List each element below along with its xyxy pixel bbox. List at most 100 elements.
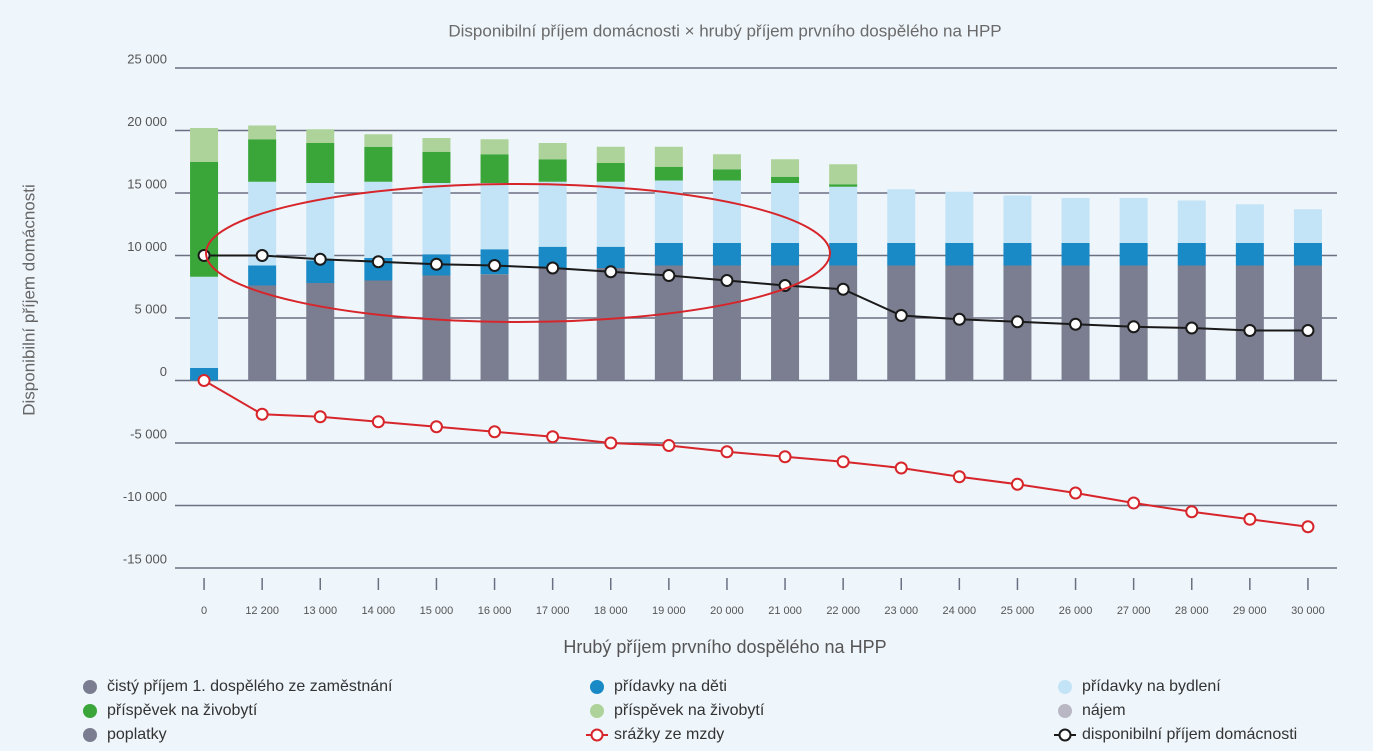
line-marker xyxy=(546,261,560,275)
bar-segment xyxy=(771,183,800,243)
bar-segment xyxy=(190,276,219,368)
line-marker xyxy=(836,282,850,296)
bar-segment xyxy=(712,169,741,181)
line-marker xyxy=(894,461,908,475)
y-tick-label: -10 000 xyxy=(123,489,167,504)
y-tick-label: 0 xyxy=(160,364,167,379)
bar-segment xyxy=(1293,265,1322,381)
line-marker xyxy=(1243,324,1257,337)
bar-segment xyxy=(1061,243,1090,266)
y-tick-label: 5 000 xyxy=(134,301,167,316)
bar-segment xyxy=(1293,209,1322,243)
line-marker xyxy=(197,374,211,387)
line-marker xyxy=(255,249,269,262)
line-marker xyxy=(313,252,327,266)
bar-segment xyxy=(596,146,625,163)
line-marker xyxy=(1301,520,1315,534)
bar-segment xyxy=(654,166,683,181)
legend-marker xyxy=(83,728,97,742)
bar-segment xyxy=(1235,243,1264,266)
bar-segment xyxy=(248,285,277,381)
bar-segment xyxy=(364,134,393,147)
bar-segment xyxy=(771,176,800,183)
legend-label: přídavky na bydlení xyxy=(1082,678,1221,695)
line xyxy=(203,379,1309,528)
x-tick-label: 14 000 xyxy=(362,605,396,617)
bar-segment xyxy=(1235,265,1264,381)
line-marker xyxy=(604,265,618,279)
bar-segment xyxy=(712,243,741,266)
line-marker xyxy=(1069,486,1083,500)
legend-label: příspěvek na živobytí xyxy=(107,702,258,719)
bar-segment xyxy=(422,183,451,255)
x-tick-label: 26 000 xyxy=(1059,605,1093,617)
line-marker xyxy=(604,436,618,450)
bar-segment xyxy=(538,159,567,182)
x-axis-title: Hrubý příjem prvního dospělého na HPP xyxy=(563,637,886,657)
bar-segment xyxy=(480,183,509,250)
bar-segment xyxy=(422,275,451,381)
bar-segment xyxy=(364,146,393,182)
bar-segment xyxy=(945,243,974,266)
bar-segment xyxy=(829,164,858,185)
legend-marker xyxy=(1058,680,1072,694)
x-tick-label: 19 000 xyxy=(652,605,686,617)
bar-segment xyxy=(422,151,451,183)
bar-segment xyxy=(248,139,277,182)
legend-marker xyxy=(590,704,604,718)
x-tick-label: 28 000 xyxy=(1175,605,1209,617)
bar-segment xyxy=(712,154,741,170)
line-marker xyxy=(1127,496,1141,510)
line-marker xyxy=(371,415,385,429)
legend-label: přídavky na děti xyxy=(614,678,727,695)
x-tick-label: 22 000 xyxy=(826,605,860,617)
bar-segment xyxy=(654,146,683,167)
y-tick-label: 20 000 xyxy=(127,114,167,129)
bar-segment xyxy=(945,191,974,243)
bar-segment xyxy=(306,143,335,183)
y-tick-label: -5 000 xyxy=(130,426,167,441)
bar-segment xyxy=(306,183,335,261)
bar-segment xyxy=(1293,243,1322,266)
y-tick-label: 15 000 xyxy=(127,176,167,191)
x-tick-label: 27 000 xyxy=(1117,605,1151,617)
bar-segment xyxy=(829,186,858,243)
highlight-ellipse xyxy=(205,183,831,323)
bar-segment xyxy=(1119,198,1148,243)
legend-marker xyxy=(83,704,97,718)
line-marker xyxy=(1010,315,1024,329)
legend-label: poplatky xyxy=(107,726,167,743)
bar-segment xyxy=(596,246,625,268)
legend-marker xyxy=(1058,728,1072,742)
bar-segment xyxy=(596,163,625,182)
line-marker xyxy=(720,274,734,287)
line-marker xyxy=(1301,324,1315,337)
line-marker xyxy=(1185,321,1199,335)
line-marker xyxy=(429,257,443,271)
line-marker xyxy=(255,407,269,421)
bar-segment xyxy=(1003,195,1032,243)
bar-segment xyxy=(538,143,567,160)
bar-segment xyxy=(480,139,509,155)
line-marker xyxy=(1010,477,1024,491)
line-marker xyxy=(488,259,502,272)
line-marker xyxy=(952,470,966,484)
bar-segment xyxy=(248,265,277,286)
line-marker xyxy=(952,312,966,326)
bar-segment xyxy=(887,243,916,266)
bar-segment xyxy=(1003,243,1032,266)
bar-segment xyxy=(1235,204,1264,243)
legend-label: čistý příjem 1. dospělého ze zaměstnání xyxy=(107,678,393,695)
x-tick-label: 13 000 xyxy=(303,605,337,617)
x-tick-label: 17 000 xyxy=(536,605,570,617)
bar-segment xyxy=(829,243,858,266)
bar-segment xyxy=(1061,198,1090,243)
bar-segment xyxy=(596,268,625,381)
line-marker xyxy=(313,410,327,424)
line-marker xyxy=(1069,317,1083,331)
bar-segment xyxy=(538,181,567,247)
x-tick-label: 16 000 xyxy=(478,605,512,617)
bar-segment xyxy=(596,181,625,247)
bar-segment xyxy=(654,180,683,243)
